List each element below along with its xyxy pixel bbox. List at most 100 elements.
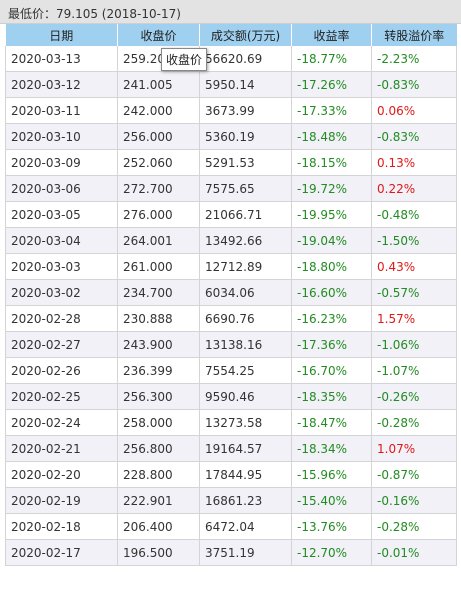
table-row: 2020-02-24 258.000 13273.58 -18.47% -0.28% — [5, 409, 457, 436]
cell-close: 242.000 — [117, 97, 200, 124]
price-history-table: 日期 收盘价 成交额(万元) 收益率 转股溢价率 2020-03-13 259.2… — [5, 24, 457, 566]
cell-volume: 12712.89 — [199, 253, 292, 280]
cell-date: 2020-03-06 — [5, 175, 118, 202]
cell-premium: -0.28% — [371, 409, 457, 436]
cell-date: 2020-03-05 — [5, 201, 118, 228]
cell-premium: -0.57% — [371, 279, 457, 306]
cell-volume: 56620.69 — [199, 46, 292, 72]
cell-close: 230.888 — [117, 305, 200, 332]
cell-yield: -18.80% — [291, 253, 372, 280]
table-row: 2020-02-18 206.400 6472.04 -13.76% -0.28% — [5, 513, 457, 540]
cell-date: 2020-02-20 — [5, 461, 118, 488]
cell-premium: -0.87% — [371, 461, 457, 488]
cell-date: 2020-03-12 — [5, 71, 118, 98]
cell-close: 276.000 — [117, 201, 200, 228]
cell-yield: -18.48% — [291, 123, 372, 150]
cell-volume: 6690.76 — [199, 305, 292, 332]
cell-yield: -16.60% — [291, 279, 372, 306]
cell-date: 2020-02-21 — [5, 435, 118, 462]
cell-yield: -15.96% — [291, 461, 372, 488]
cell-close: 228.800 — [117, 461, 200, 488]
cell-yield: -18.35% — [291, 383, 372, 410]
cell-volume: 7554.25 — [199, 357, 292, 384]
cell-yield: -17.33% — [291, 97, 372, 124]
table-row: 2020-03-11 242.000 3673.99 -17.33% 0.06% — [5, 97, 457, 124]
lowest-price-label: 最低价：79.105 (2018-10-17) — [8, 7, 181, 21]
cell-date: 2020-03-09 — [5, 149, 118, 176]
cell-premium: 0.13% — [371, 149, 457, 176]
cell-premium: 1.07% — [371, 435, 457, 462]
table-row: 2020-02-25 256.300 9590.46 -18.35% -0.26% — [5, 383, 457, 410]
cell-premium: -1.06% — [371, 331, 457, 358]
cell-date: 2020-02-19 — [5, 487, 118, 514]
cell-yield: -18.77% — [291, 46, 372, 72]
cell-close: 196.500 — [117, 539, 200, 566]
cell-volume: 7575.65 — [199, 175, 292, 202]
cell-volume: 21066.71 — [199, 201, 292, 228]
cell-premium: -2.23% — [371, 46, 457, 72]
cell-date: 2020-02-25 — [5, 383, 118, 410]
cell-volume: 9590.46 — [199, 383, 292, 410]
table-row: 2020-03-10 256.000 5360.19 -18.48% -0.83% — [5, 123, 457, 150]
cell-premium: -0.26% — [371, 383, 457, 410]
cell-premium: -0.28% — [371, 513, 457, 540]
table-row: 2020-03-12 241.005 5950.14 -17.26% -0.83% — [5, 71, 457, 98]
cell-date: 2020-03-13 — [5, 46, 118, 72]
cell-volume: 5950.14 — [199, 71, 292, 98]
column-header-premium[interactable]: 转股溢价率 — [371, 24, 457, 46]
cell-premium: -1.50% — [371, 227, 457, 254]
table-row: 2020-03-09 252.060 5291.53 -18.15% 0.13% — [5, 149, 457, 176]
cell-close: 243.900 — [117, 331, 200, 358]
cell-date: 2020-03-03 — [5, 253, 118, 280]
column-header-close[interactable]: 收盘价 — [117, 24, 200, 46]
cell-volume: 6034.06 — [199, 279, 292, 306]
cell-premium: -0.01% — [371, 539, 457, 566]
table-row: 2020-02-19 222.901 16861.23 -15.40% -0.16% — [5, 487, 457, 514]
cell-date: 2020-02-27 — [5, 331, 118, 358]
cell-date: 2020-03-04 — [5, 227, 118, 254]
cell-date: 2020-03-11 — [5, 97, 118, 124]
cell-date: 2020-02-17 — [5, 539, 118, 566]
cell-volume: 3673.99 — [199, 97, 292, 124]
cell-volume: 6472.04 — [199, 513, 292, 540]
cell-yield: -17.26% — [291, 71, 372, 98]
cell-close: 241.005 — [117, 71, 200, 98]
table-row: 2020-02-21 256.800 19164.57 -18.34% 1.07% — [5, 435, 457, 462]
column-header-date[interactable]: 日期 — [5, 24, 118, 46]
cell-close: 258.000 — [117, 409, 200, 436]
cell-close: 256.300 — [117, 383, 200, 410]
cell-close: 252.060 — [117, 149, 200, 176]
table-row: 2020-03-02 234.700 6034.06 -16.60% -0.57% — [5, 279, 457, 306]
cell-premium: 0.43% — [371, 253, 457, 280]
cell-date: 2020-02-28 — [5, 305, 118, 332]
cell-volume: 5291.53 — [199, 149, 292, 176]
cell-yield: -15.40% — [291, 487, 372, 514]
cell-yield: -17.36% — [291, 331, 372, 358]
cell-date: 2020-02-26 — [5, 357, 118, 384]
cell-yield: -13.76% — [291, 513, 372, 540]
cell-yield: -19.72% — [291, 175, 372, 202]
table-row: 2020-03-04 264.001 13492.66 -19.04% -1.50% — [5, 227, 457, 254]
column-header-yield[interactable]: 收益率 — [291, 24, 372, 46]
table-row: 2020-03-13 259.200 56620.69 -18.77% -2.23% — [5, 46, 457, 72]
cell-close: 236.399 — [117, 357, 200, 384]
cell-volume: 16861.23 — [199, 487, 292, 514]
cell-yield: -19.95% — [291, 201, 372, 228]
table-row: 2020-02-26 236.399 7554.25 -16.70% -1.07% — [5, 357, 457, 384]
cell-yield: -19.04% — [291, 227, 372, 254]
cell-premium: 1.57% — [371, 305, 457, 332]
table-header-row: 日期 收盘价 成交额(万元) 收益率 转股溢价率 — [5, 24, 457, 46]
cell-close: 222.901 — [117, 487, 200, 514]
cell-premium: -0.83% — [371, 123, 457, 150]
table-row: 2020-02-27 243.900 13138.16 -17.36% -1.06% — [5, 331, 457, 358]
table-row: 2020-03-06 272.700 7575.65 -19.72% 0.22% — [5, 175, 457, 202]
column-header-volume[interactable]: 成交额(万元) — [199, 24, 292, 46]
cell-volume: 5360.19 — [199, 123, 292, 150]
cell-yield: -16.23% — [291, 305, 372, 332]
cell-date: 2020-03-02 — [5, 279, 118, 306]
table-row: 2020-02-17 196.500 3751.19 -12.70% -0.01% — [5, 539, 457, 566]
cell-date: 2020-02-18 — [5, 513, 118, 540]
table-row: 2020-02-20 228.800 17844.95 -15.96% -0.87% — [5, 461, 457, 488]
cell-close: 234.700 — [117, 279, 200, 306]
table-row: 2020-02-28 230.888 6690.76 -16.23% 1.57% — [5, 305, 457, 332]
